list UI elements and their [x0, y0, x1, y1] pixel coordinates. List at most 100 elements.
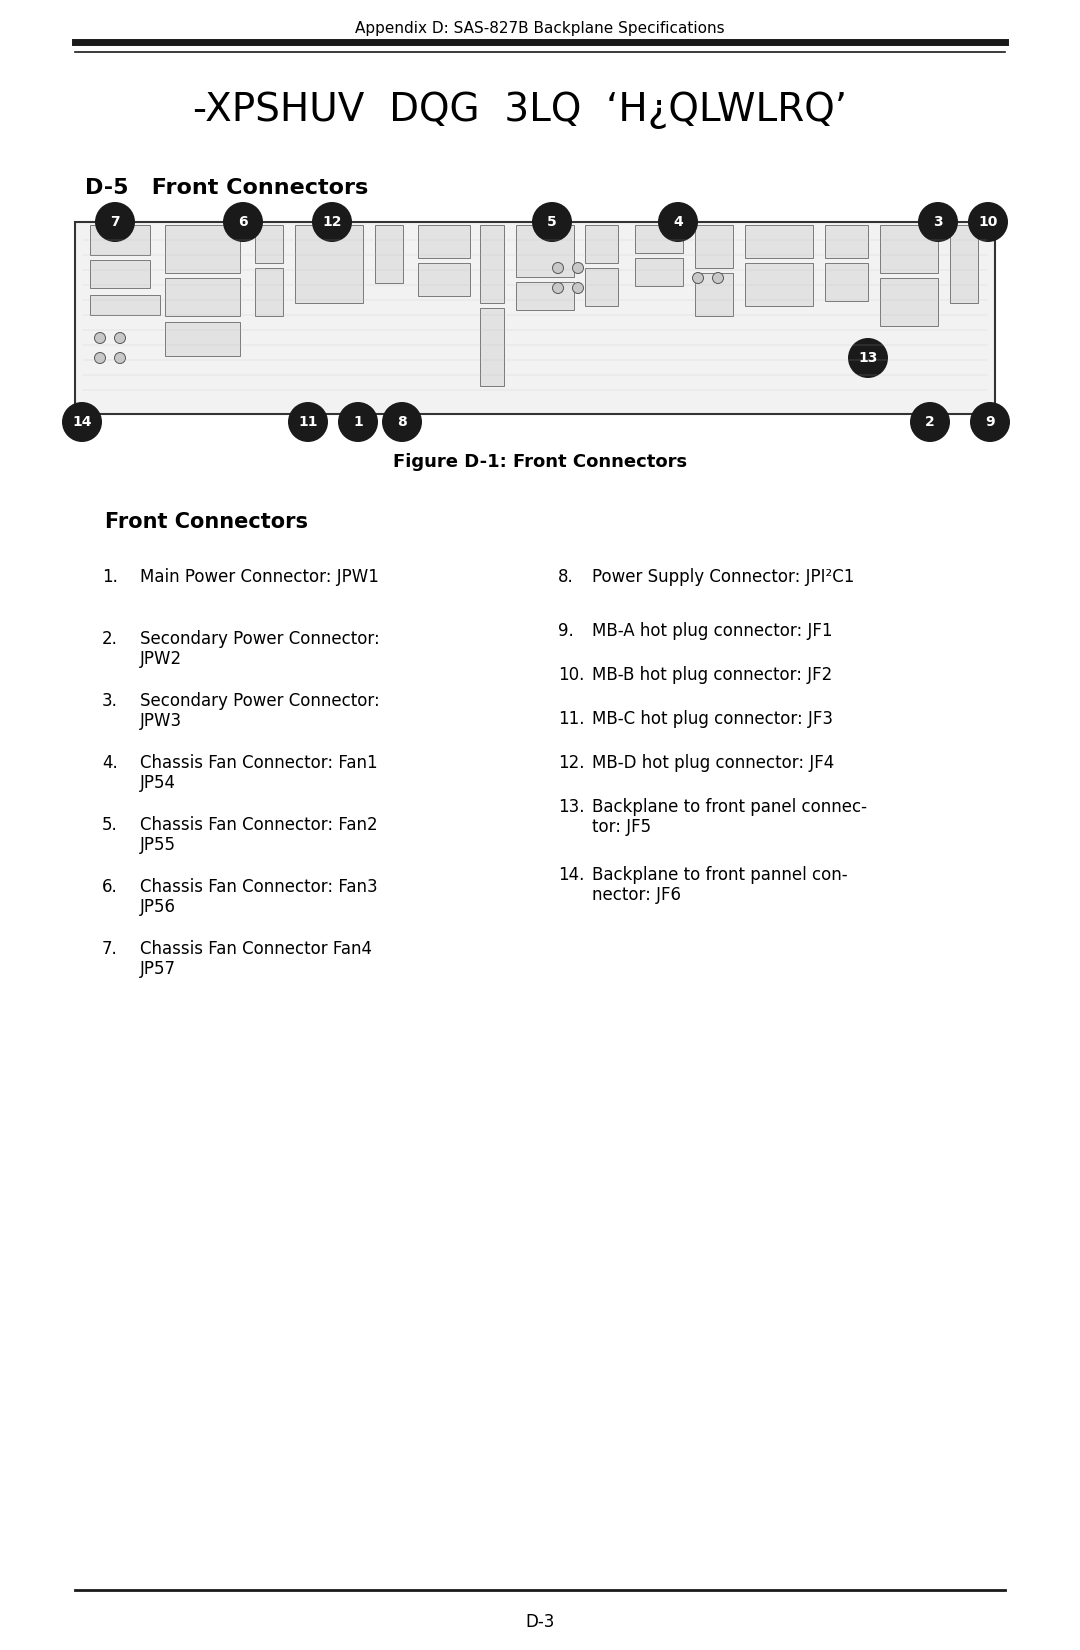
- Text: Chassis Fan Connector: Fan1: Chassis Fan Connector: Fan1: [140, 754, 378, 772]
- FancyBboxPatch shape: [745, 224, 813, 257]
- FancyBboxPatch shape: [75, 223, 995, 414]
- Circle shape: [713, 272, 724, 284]
- Text: D-5   Front Connectors: D-5 Front Connectors: [85, 178, 368, 198]
- Text: 14: 14: [72, 416, 92, 429]
- Text: 4.: 4.: [102, 754, 118, 772]
- Text: 4: 4: [673, 214, 683, 229]
- Circle shape: [114, 353, 125, 363]
- Text: Figure D-1: Front Connectors: Figure D-1: Front Connectors: [393, 454, 687, 470]
- Text: 6.: 6.: [102, 878, 118, 896]
- Circle shape: [312, 201, 352, 243]
- Text: MB-D hot plug connector: JF4: MB-D hot plug connector: JF4: [592, 754, 834, 772]
- Text: Power Supply Connector: JPI²C1: Power Supply Connector: JPI²C1: [592, 568, 854, 586]
- Text: 8: 8: [397, 416, 407, 429]
- Text: tor: JF5: tor: JF5: [592, 818, 651, 837]
- FancyBboxPatch shape: [880, 224, 939, 272]
- FancyBboxPatch shape: [696, 272, 733, 317]
- Text: 7: 7: [110, 214, 120, 229]
- Text: Chassis Fan Connector: Fan2: Chassis Fan Connector: Fan2: [140, 817, 378, 833]
- Text: 1.: 1.: [102, 568, 118, 586]
- Text: 12.: 12.: [558, 754, 584, 772]
- FancyBboxPatch shape: [585, 267, 618, 305]
- Text: Chassis Fan Connector Fan4: Chassis Fan Connector Fan4: [140, 940, 372, 959]
- Text: 10.: 10.: [558, 667, 584, 685]
- Circle shape: [970, 403, 1010, 442]
- Text: 6: 6: [239, 214, 247, 229]
- FancyBboxPatch shape: [418, 224, 470, 257]
- FancyBboxPatch shape: [90, 261, 150, 289]
- Text: 3.: 3.: [102, 691, 118, 710]
- Text: JP54: JP54: [140, 774, 176, 792]
- Circle shape: [658, 201, 698, 243]
- FancyBboxPatch shape: [90, 224, 150, 256]
- Circle shape: [338, 403, 378, 442]
- Text: JP57: JP57: [140, 960, 176, 978]
- Circle shape: [95, 333, 106, 343]
- Text: 13.: 13.: [558, 799, 584, 817]
- Text: 5.: 5.: [102, 817, 118, 833]
- Text: 9.: 9.: [558, 622, 573, 640]
- FancyBboxPatch shape: [418, 262, 470, 295]
- Text: JPW3: JPW3: [140, 713, 183, 729]
- Text: 11.: 11.: [558, 710, 584, 728]
- Text: nector: JF6: nector: JF6: [592, 886, 681, 904]
- FancyBboxPatch shape: [950, 224, 978, 304]
- Text: Front Connectors: Front Connectors: [105, 512, 308, 531]
- Text: -XPSHUV  DQG  3LQ  ‘H¿QLWLRQ’: -XPSHUV DQG 3LQ ‘H¿QLWLRQ’: [193, 91, 847, 129]
- Circle shape: [910, 403, 950, 442]
- Text: 2: 2: [926, 416, 935, 429]
- FancyBboxPatch shape: [480, 309, 504, 386]
- Circle shape: [918, 201, 958, 243]
- Circle shape: [382, 403, 422, 442]
- Circle shape: [553, 282, 564, 294]
- FancyBboxPatch shape: [165, 224, 240, 272]
- Circle shape: [62, 403, 102, 442]
- FancyBboxPatch shape: [295, 224, 363, 304]
- Circle shape: [114, 333, 125, 343]
- Text: Secondary Power Connector:: Secondary Power Connector:: [140, 691, 380, 710]
- FancyBboxPatch shape: [255, 267, 283, 317]
- Text: 12: 12: [322, 214, 341, 229]
- Text: 5: 5: [548, 214, 557, 229]
- Circle shape: [532, 201, 572, 243]
- Text: Chassis Fan Connector: Fan3: Chassis Fan Connector: Fan3: [140, 878, 378, 896]
- FancyBboxPatch shape: [375, 224, 403, 284]
- Text: 9: 9: [985, 416, 995, 429]
- Circle shape: [553, 262, 564, 274]
- Circle shape: [848, 338, 888, 378]
- Text: JP56: JP56: [140, 898, 176, 916]
- FancyBboxPatch shape: [825, 224, 868, 257]
- Text: 3: 3: [933, 214, 943, 229]
- Text: MB-A hot plug connector: JF1: MB-A hot plug connector: JF1: [592, 622, 833, 640]
- Circle shape: [288, 403, 328, 442]
- FancyBboxPatch shape: [635, 257, 683, 285]
- Text: 8.: 8.: [558, 568, 573, 586]
- Text: D-3: D-3: [525, 1614, 555, 1630]
- FancyBboxPatch shape: [480, 224, 504, 304]
- Text: 1: 1: [353, 416, 363, 429]
- Text: 10: 10: [978, 214, 998, 229]
- Text: JP55: JP55: [140, 837, 176, 855]
- Text: Secondary Power Connector:: Secondary Power Connector:: [140, 630, 380, 648]
- Text: JPW2: JPW2: [140, 650, 183, 668]
- Circle shape: [95, 201, 135, 243]
- FancyBboxPatch shape: [90, 295, 160, 315]
- Text: 13: 13: [859, 351, 878, 365]
- FancyBboxPatch shape: [255, 224, 283, 262]
- FancyBboxPatch shape: [516, 224, 573, 277]
- FancyBboxPatch shape: [880, 277, 939, 327]
- FancyBboxPatch shape: [635, 224, 683, 252]
- Text: 2.: 2.: [102, 630, 118, 648]
- Circle shape: [572, 262, 583, 274]
- FancyBboxPatch shape: [745, 262, 813, 305]
- Text: MB-B hot plug connector: JF2: MB-B hot plug connector: JF2: [592, 667, 833, 685]
- Circle shape: [222, 201, 264, 243]
- FancyBboxPatch shape: [516, 282, 573, 310]
- Text: 7.: 7.: [102, 940, 118, 959]
- FancyBboxPatch shape: [165, 277, 240, 317]
- FancyBboxPatch shape: [585, 224, 618, 262]
- FancyBboxPatch shape: [696, 224, 733, 267]
- Circle shape: [692, 272, 703, 284]
- Circle shape: [572, 282, 583, 294]
- Circle shape: [95, 353, 106, 363]
